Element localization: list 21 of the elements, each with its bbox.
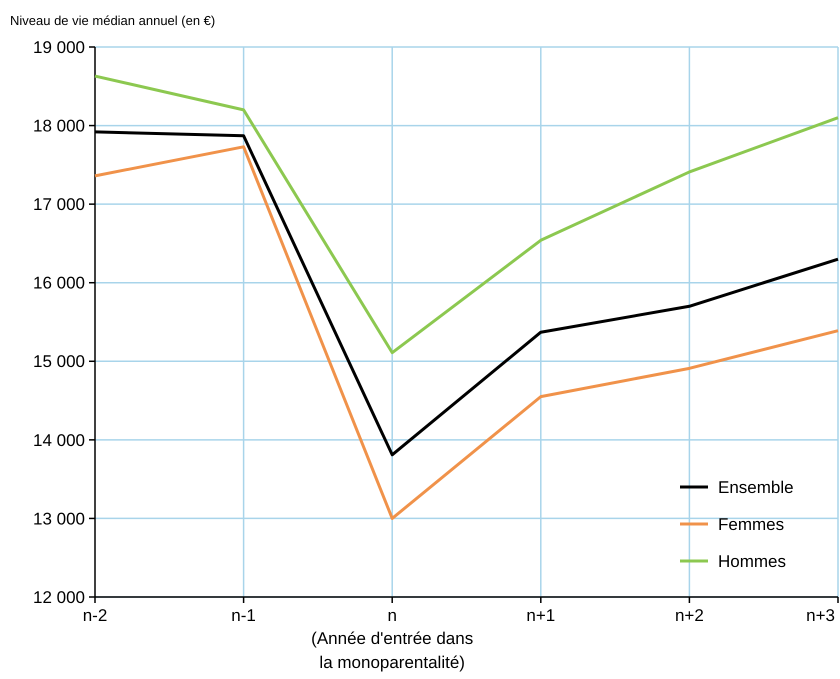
legend-label: Ensemble <box>718 478 794 497</box>
y-tick-label: 15 000 <box>33 352 85 372</box>
y-tick-label: 16 000 <box>33 274 85 293</box>
y-tick-label: 12 000 <box>33 588 85 607</box>
y-tick-label: 17 000 <box>33 195 85 214</box>
x-tick-label: n+1 <box>526 606 556 625</box>
y-tick-label: 18 000 <box>33 116 85 136</box>
text: (Année d'entrée dans la monoparentalité) <box>311 629 474 672</box>
y-tick-label: 19 000 <box>33 38 85 57</box>
x-tick-label: n <box>387 606 397 625</box>
line-series <box>94 145 840 520</box>
y-tick-label: 13 000 <box>33 509 85 528</box>
legend-label: Femmes <box>718 514 784 534</box>
x-tick-label: n+3 <box>806 606 835 625</box>
line-series <box>94 74 840 354</box>
x-tick-label: n-1 <box>231 606 256 625</box>
x-tick-label: n+2 <box>674 606 704 625</box>
y-tick-label: 14 000 <box>33 430 85 450</box>
y-axis-title: Niveau de vie médian annuel (en €) <box>10 13 216 28</box>
x-tick-label: n-2 <box>82 606 108 625</box>
legend-label: Hommes <box>718 552 786 571</box>
